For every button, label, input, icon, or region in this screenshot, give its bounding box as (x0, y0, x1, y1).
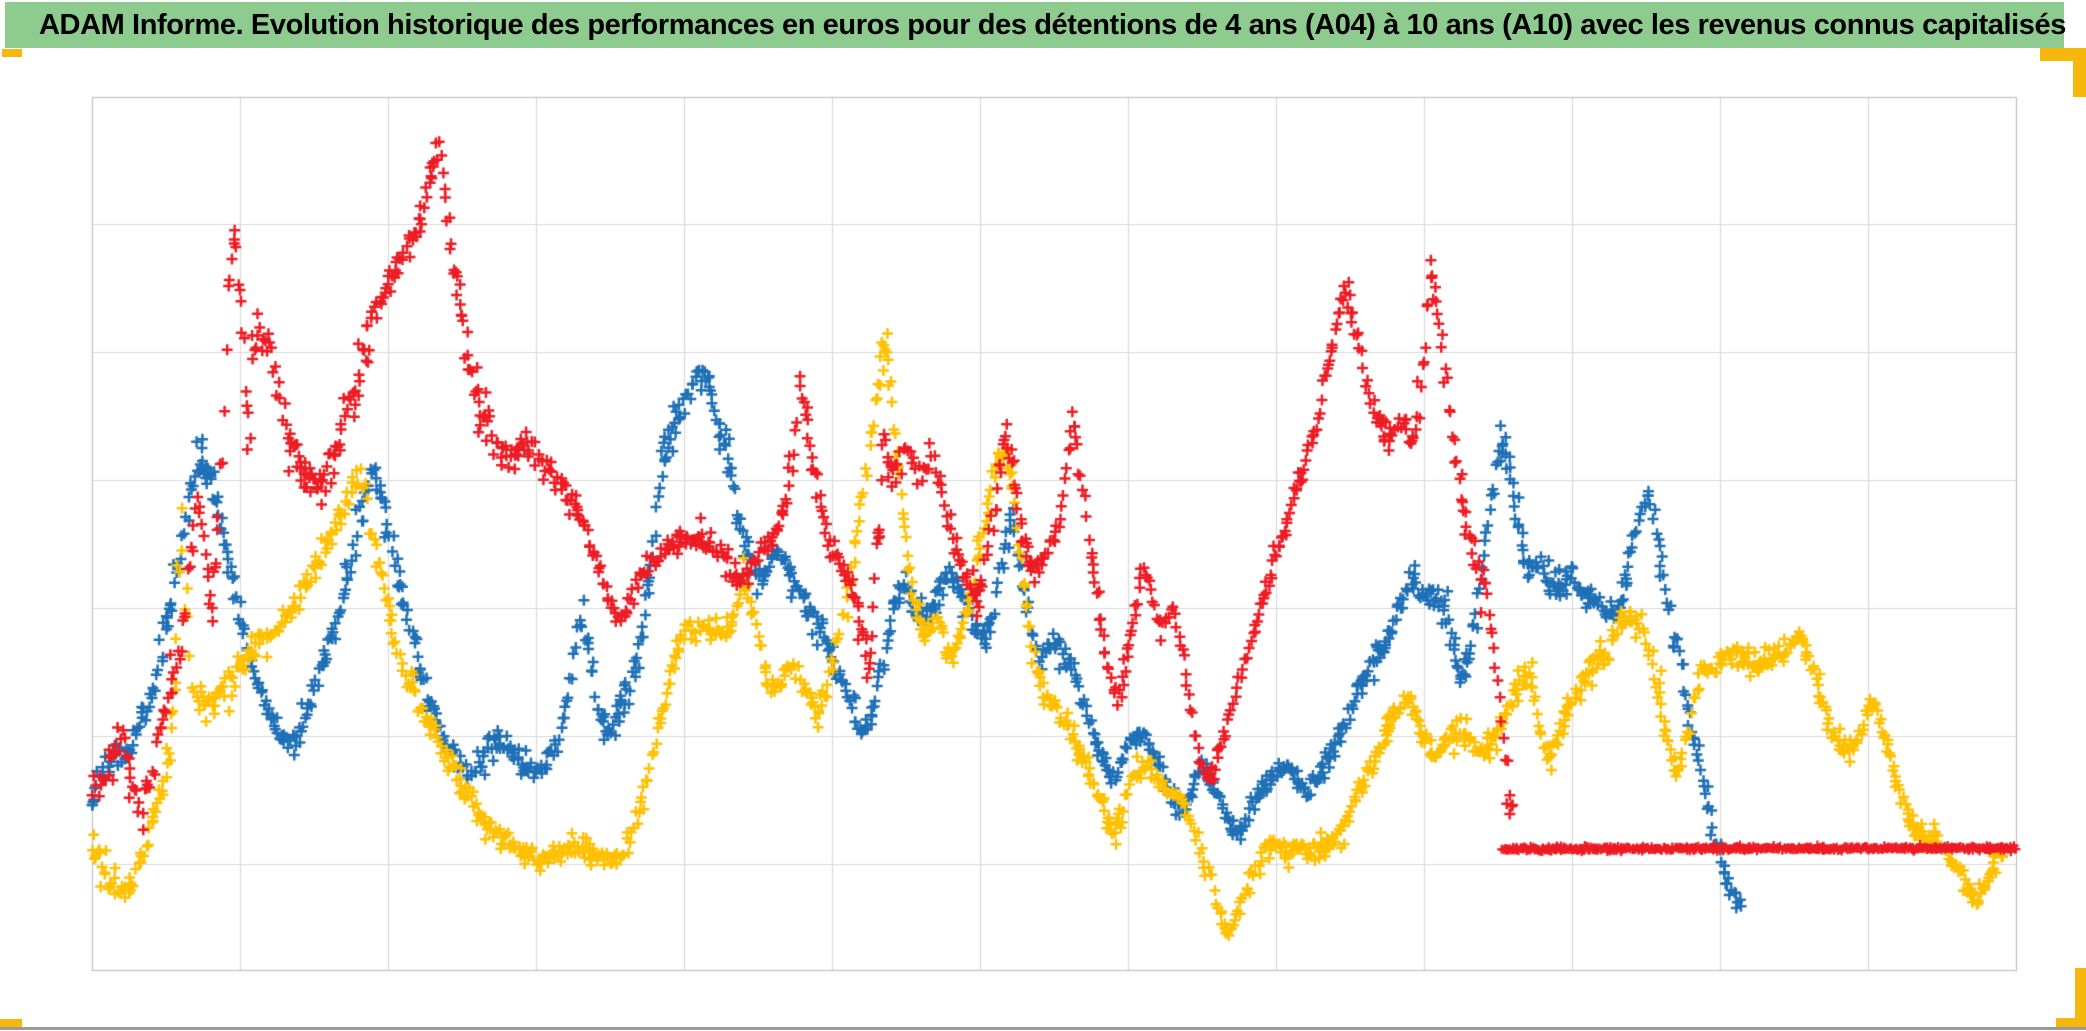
gold-corner-bottom-right-edge (2075, 968, 2086, 1030)
bottom-divider-line (0, 1027, 2086, 1030)
gold-corner-top-right-edge (2073, 48, 2086, 97)
gold-corner-bottom-left (0, 1019, 22, 1030)
gold-corner-top-left (2, 49, 22, 57)
